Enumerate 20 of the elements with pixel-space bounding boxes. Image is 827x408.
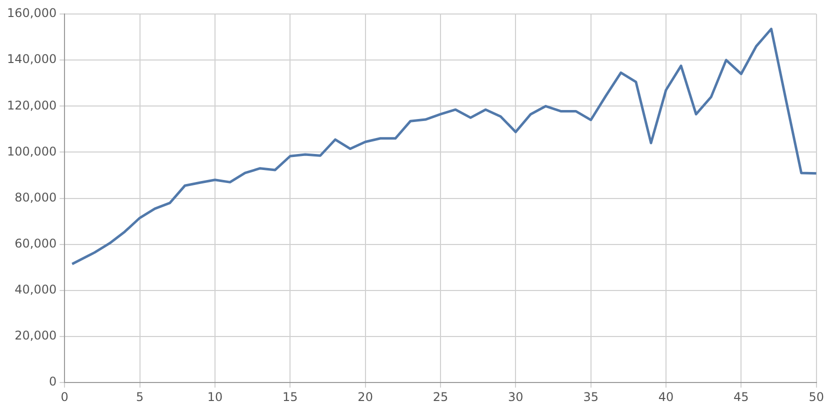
y-tick-label: 60,000 [14, 236, 57, 250]
y-tick-label: 0 [48, 374, 57, 389]
x-tick-label: 35 [583, 390, 598, 404]
x-tick-label: 45 [734, 390, 749, 404]
x-tick-label: 20 [358, 390, 373, 404]
y-tick-label: 80,000 [14, 190, 57, 204]
y-tick-label: 120,000 [7, 98, 57, 112]
x-tick-label: 25 [432, 390, 448, 404]
x-tick-label: 50 [808, 390, 824, 404]
y-tick-label: 20,000 [14, 328, 57, 343]
y-tick-label: 160,000 [7, 6, 57, 20]
y-tick-label: 100,000 [7, 144, 57, 158]
x-tick-label: 0 [60, 390, 68, 404]
x-tick-label: 5 [136, 390, 144, 404]
y-tick-label: 140,000 [7, 52, 57, 66]
x-tick-label: 30 [508, 390, 524, 404]
x-tick-label: 15 [282, 390, 298, 404]
y-tick-label: 40,000 [14, 282, 57, 297]
x-tick-label: 10 [207, 390, 223, 404]
x-tick-label: 40 [658, 390, 674, 404]
